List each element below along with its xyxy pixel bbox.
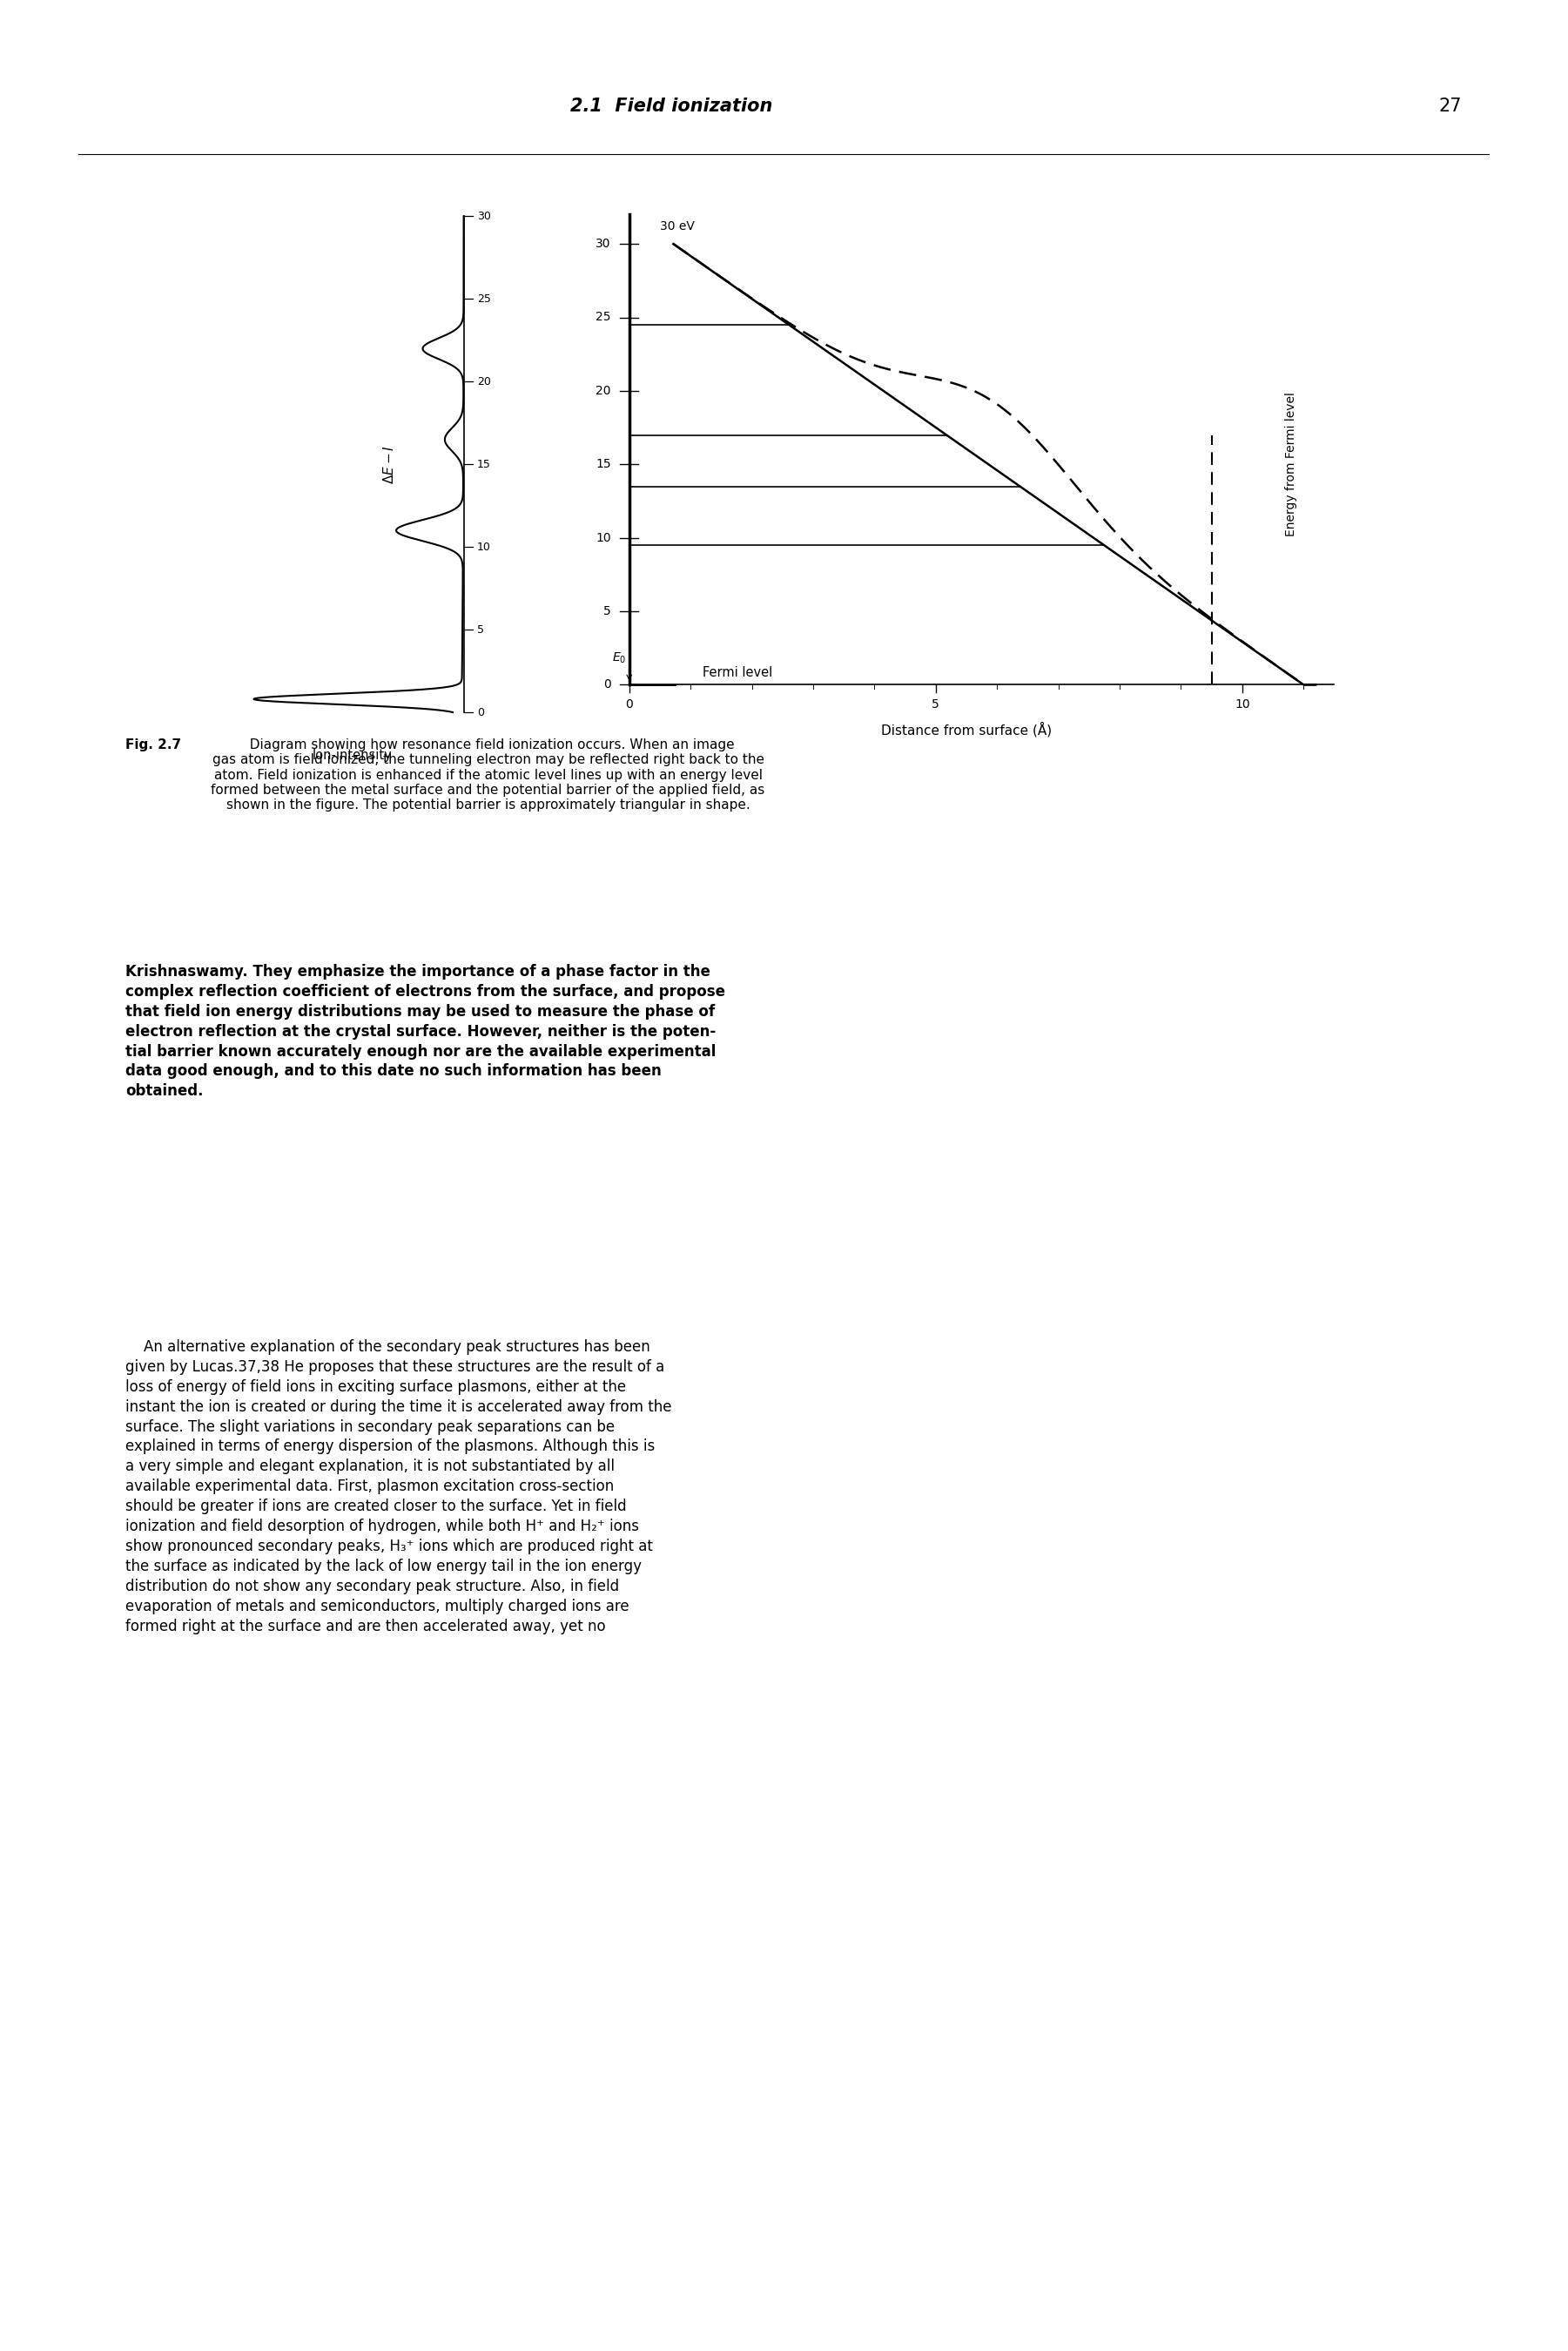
Text: 30: 30 — [477, 212, 491, 221]
Text: 0: 0 — [477, 708, 485, 717]
Text: Diagram showing how resonance field ionization occurs. When an image
gas atom is: Diagram showing how resonance field ioni… — [212, 738, 765, 811]
Text: 20: 20 — [477, 376, 491, 388]
Text: 2.1  Field ionization: 2.1 Field ionization — [569, 96, 773, 115]
Text: $E_0$: $E_0$ — [612, 651, 626, 665]
Text: 5: 5 — [931, 698, 939, 710]
Text: An alternative explanation of the secondary peak structures has been
given by Lu: An alternative explanation of the second… — [125, 1340, 671, 1634]
Text: 30: 30 — [596, 237, 612, 249]
Text: Distance from surface (Å): Distance from surface (Å) — [881, 722, 1052, 736]
Text: 30 eV: 30 eV — [660, 221, 695, 233]
Text: Ion-intensity: Ion-intensity — [312, 748, 392, 762]
Text: 25: 25 — [596, 310, 612, 324]
Text: 5: 5 — [604, 604, 612, 618]
Text: 10: 10 — [596, 531, 612, 543]
Text: Fig. 2.7: Fig. 2.7 — [125, 738, 182, 752]
Text: 0: 0 — [604, 679, 612, 691]
Text: Energy from Fermi level: Energy from Fermi level — [1286, 393, 1297, 536]
Text: Krishnaswamy. They emphasize the importance of a phase factor in the
complex ref: Krishnaswamy. They emphasize the importa… — [125, 964, 726, 1100]
Text: 5: 5 — [477, 623, 485, 635]
Text: 0: 0 — [626, 698, 633, 710]
Text: 15: 15 — [477, 458, 491, 470]
Text: Fermi level: Fermi level — [702, 665, 773, 679]
Text: 10: 10 — [477, 541, 491, 552]
Text: 27: 27 — [1438, 96, 1461, 115]
Text: $\Delta E - I$: $\Delta E - I$ — [383, 444, 397, 484]
Text: 10: 10 — [1234, 698, 1250, 710]
Text: 15: 15 — [596, 458, 612, 470]
Text: 20: 20 — [596, 386, 612, 397]
Text: 25: 25 — [477, 294, 491, 306]
